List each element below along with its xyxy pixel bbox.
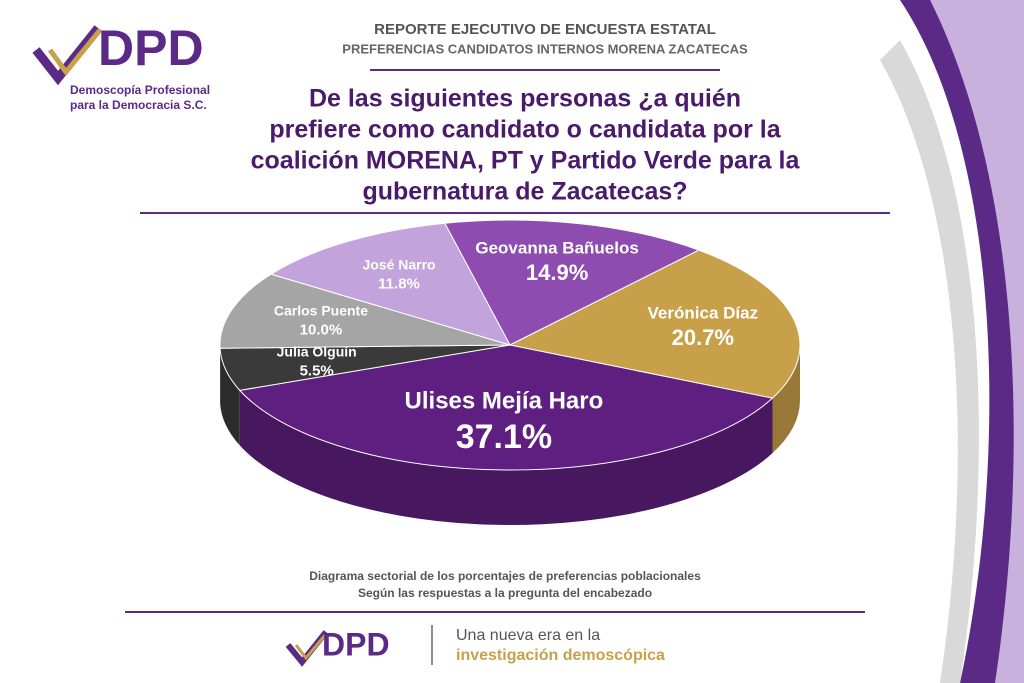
value-label: 11.8% [378,276,420,293]
logo-check-gold [47,28,102,77]
title-line: prefiere como candidato o candidata por … [269,116,781,144]
slice [508,249,801,399]
slice-label: Ulises Mejía Haro [405,387,604,414]
slice [219,273,511,349]
tagline: Una nueva era en la [456,627,600,644]
logo-check [32,25,102,86]
slice-side [220,348,240,446]
caption: Diagrama sectorial de los porcentajes de… [309,569,701,583]
report-subtitle: PREFERENCIAS CANDIDATOS INTERNOS MORENA … [342,41,748,56]
value-label: 20.7% [672,325,734,350]
logo-text: DPD [322,626,390,662]
slice [269,222,512,346]
value-label: 14.9% [526,260,588,285]
value-label: 37.1% [456,418,552,456]
title-line: gubernatura de Zacatecas? [362,178,687,206]
decor-swoosh-light [930,0,1024,683]
value-label: 5.5% [300,363,334,380]
value-label: 10.0% [300,322,343,339]
tagline: investigación demoscópica [456,647,665,664]
slice-label: Carlos Puente [274,303,368,319]
caption: Según las respuestas a la pregunta del e… [358,586,652,600]
org-name: Demoscopía Profesional [70,83,210,97]
slice-side [239,390,773,525]
title-line: De las siguientes personas ¿a quién [309,85,741,113]
slice-label: Julia Olguín [277,343,357,359]
slice-label: Verónica Díaz [648,303,759,322]
org-name: para la Democracia S.C. [70,98,207,112]
slice [443,219,701,346]
decor-swoosh-gray [880,40,979,683]
title-line: coalición MORENA, PT y Partido Verde par… [251,147,801,175]
slice-label: Geovanna Bañuelos [475,239,638,258]
slice-side [772,345,800,454]
logo-text: DPD [98,20,204,76]
footer-logo: DPD [285,626,390,667]
slice-label: José Narro [362,256,435,272]
logo-check-gold [294,633,328,661]
chart-title: De las siguientes personas ¿a quién pref… [251,85,801,206]
logo: DPD [32,20,204,86]
report-title: REPORTE EJECUTIVO DE ENCUESTA ESTATAL [374,21,716,38]
pie-chart: Geovanna Bañuelos 14.9% Verónica Díaz 20.7%… [219,219,801,525]
slice [238,344,774,471]
